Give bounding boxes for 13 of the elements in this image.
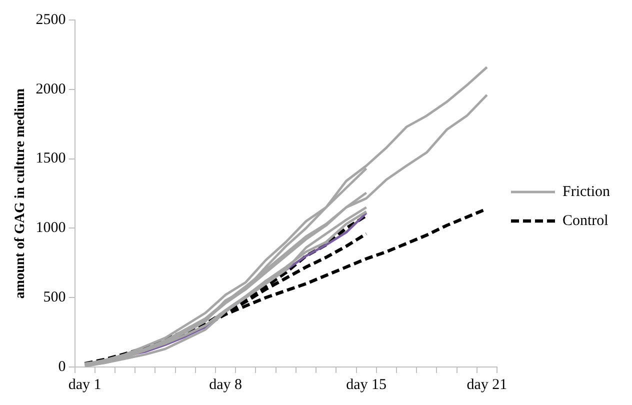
y-tick-label: 0: [58, 358, 66, 375]
legend-label: Control: [562, 212, 608, 229]
x-tick-label: day 8: [209, 376, 242, 393]
y-tick-label: 1000: [36, 220, 66, 236]
y-tick-label: 2500: [36, 12, 66, 28]
y-tick-label: 1500: [36, 150, 66, 167]
y-tick-label: 500: [43, 290, 66, 306]
x-tick-label: day 21: [466, 376, 508, 393]
x-tick-label: day 1: [68, 376, 102, 393]
legend-label: Friction: [562, 184, 610, 200]
y-axis-title: amount of GAG in culture medium: [13, 88, 28, 299]
y-tick-label: 2000: [36, 81, 66, 98]
x-tick-label: day 15: [346, 376, 387, 393]
